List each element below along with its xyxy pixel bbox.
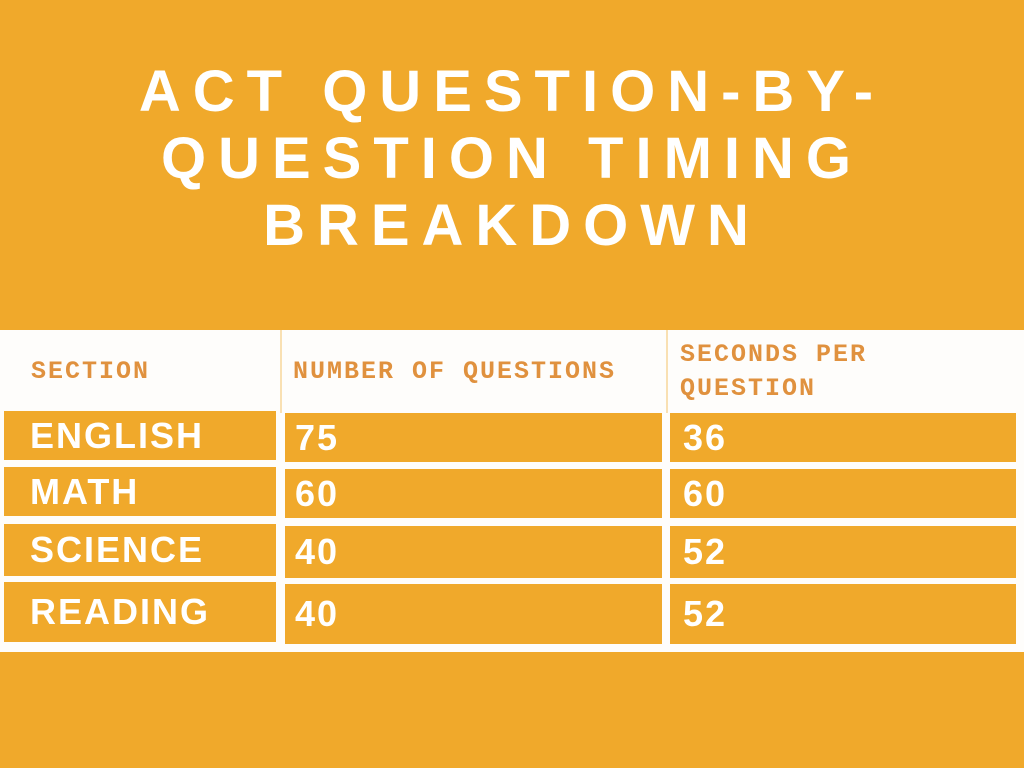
table-cell-math-seconds: 60 <box>670 469 1016 518</box>
header-column-divider <box>666 330 668 413</box>
column-header-number-of-questions: NUMBER OF QUESTIONS <box>293 356 617 386</box>
table-cell-english-questions: 75 <box>285 413 662 462</box>
page-title-line-2: QUESTION TIMING <box>161 126 863 191</box>
column-header-seconds-per-question: SECONDS PER QUESTION <box>680 339 868 403</box>
table-cell-science-questions: 40 <box>285 526 662 578</box>
page-title: ACT QUESTION-BY- QUESTION TIMING BREAKDO… <box>0 58 1024 259</box>
header-column-divider <box>280 330 282 413</box>
table-cell-math-questions: 60 <box>285 469 662 518</box>
table-cell-science-section: SCIENCE <box>4 524 276 576</box>
table-cell-english-seconds: 36 <box>670 413 1016 462</box>
table-cell-reading-questions: 40 <box>285 584 662 644</box>
timing-table: SECTION NUMBER OF QUESTIONS SECONDS PER … <box>0 330 1024 652</box>
table-cell-math-section: MATH <box>4 467 276 516</box>
table-cell-reading-seconds: 52 <box>670 584 1016 644</box>
column-header-section: SECTION <box>31 356 151 386</box>
table-cell-science-seconds: 52 <box>670 526 1016 578</box>
table-cell-english-section: ENGLISH <box>4 411 276 460</box>
table-cell-reading-section: READING <box>4 582 276 642</box>
page-title-line-1: ACT QUESTION-BY- <box>138 59 886 124</box>
page-title-line-3: BREAKDOWN <box>263 193 761 258</box>
